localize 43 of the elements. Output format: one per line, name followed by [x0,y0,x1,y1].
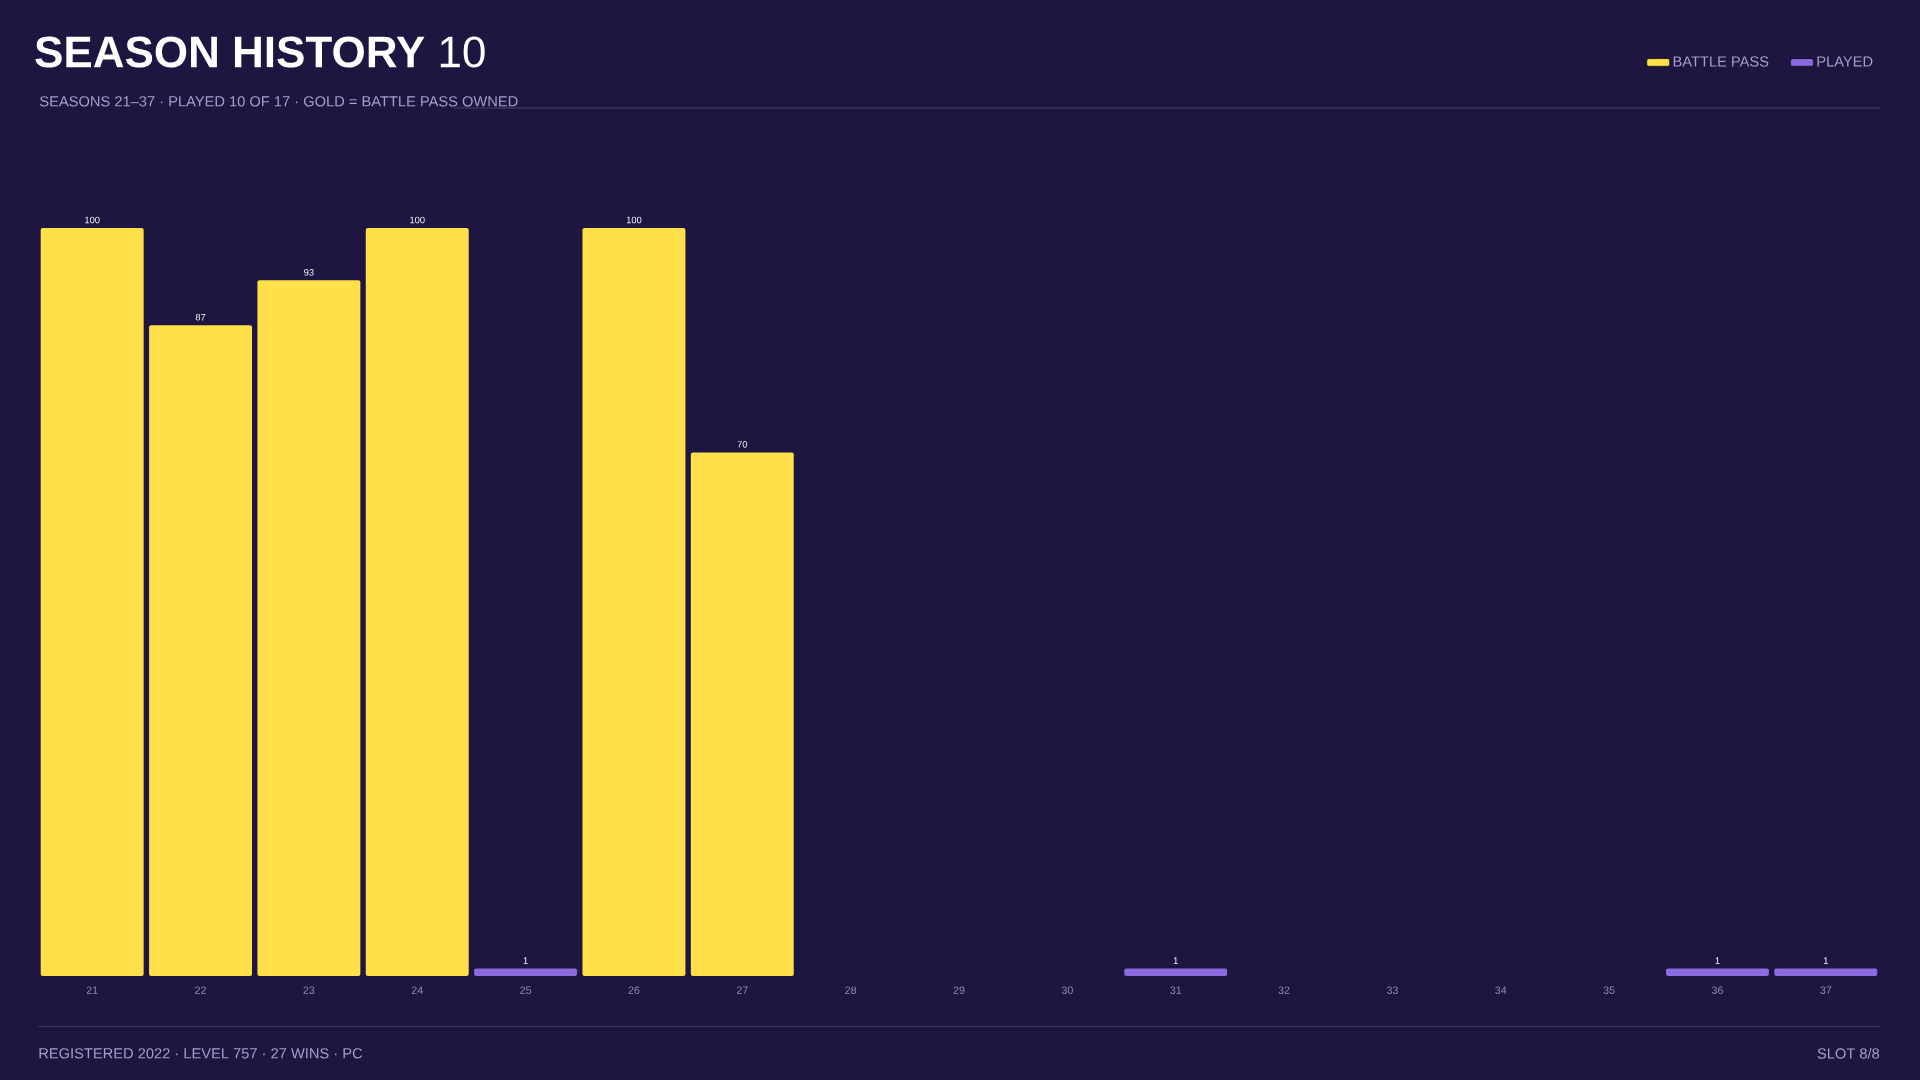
x-tick-label: 32 [1278,986,1290,994]
data-label: 70 [737,441,748,448]
data-label: 100 [626,216,642,224]
chart-subtitle: SEASONS 21–37 · PLAYED 10 OF 17 · GOLD = BATTLE PASS OWNED [40,96,518,107]
bar [149,325,253,976]
x-tick-label: 28 [845,986,857,994]
data-label: 1 [1823,957,1828,964]
legend-label: PLAYED [1817,56,1873,67]
bar [1666,968,1769,976]
x-tick-label: 21 [86,986,98,994]
data-label: 1 [1173,957,1178,964]
bar [1774,968,1878,976]
legend-label: BATTLE PASS [1673,56,1769,67]
data-label: 100 [85,216,100,224]
x-tick-label: 37 [1820,986,1832,994]
data-label: 100 [410,216,425,224]
data-label: 1 [523,957,528,964]
bar [690,452,794,976]
bar [1124,968,1228,976]
x-tick-label: 34 [1495,986,1507,994]
x-tick-label: 22 [195,986,206,994]
x-tick-label: 26 [628,986,640,994]
x-tick-label: 33 [1386,986,1398,994]
bar [582,227,686,976]
text: SLOT 8/8 [1817,1047,1880,1059]
x-tick-label: 23 [303,986,315,994]
x-tick-label: 24 [411,986,423,994]
x-tick-label: 25 [520,986,532,994]
chart-title: SEASON HISTORY 10 [35,36,485,68]
bar [365,227,469,976]
bar [474,968,578,976]
x-tick-label: 27 [736,986,748,994]
x-tick-label: 30 [1061,986,1073,994]
bar [40,227,144,976]
bar [257,280,361,976]
x-tick-label: 29 [953,986,965,994]
text: REGISTERED 2022 · LEVEL 757 · 27 WINS · PC [39,1048,363,1059]
data-label: 87 [195,313,206,321]
data-label: 93 [304,269,314,276]
x-tick-label: 36 [1711,986,1723,994]
x-tick-label: 35 [1603,986,1615,994]
data-label: 1 [1715,957,1720,964]
x-tick-label: 31 [1170,986,1182,994]
